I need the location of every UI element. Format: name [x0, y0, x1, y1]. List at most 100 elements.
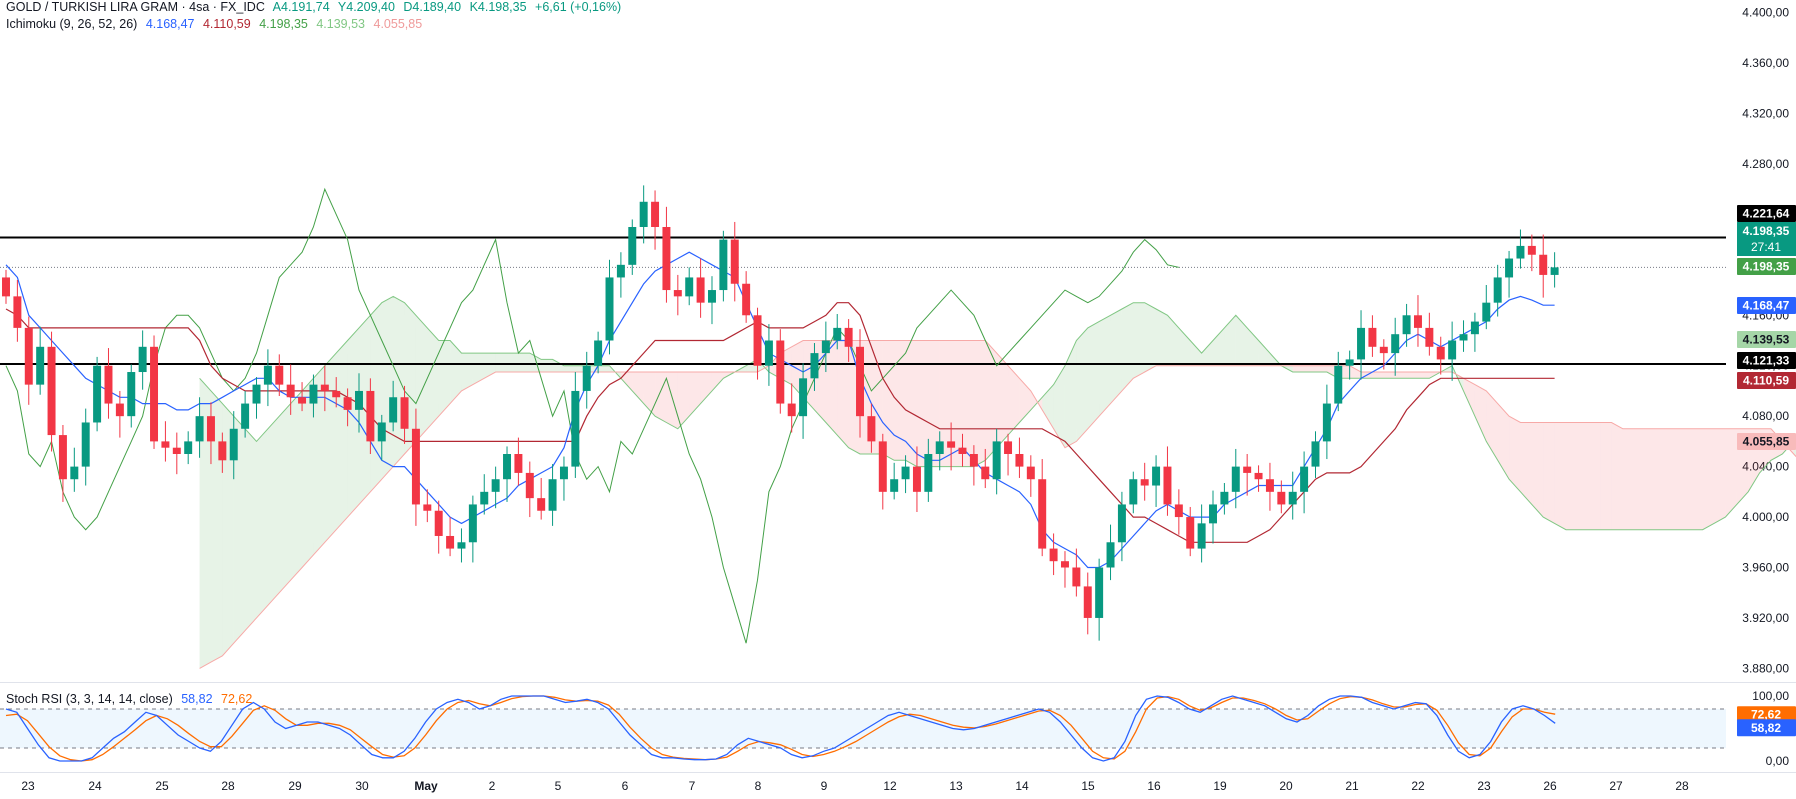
- time-axis-tick: 27: [1609, 779, 1623, 793]
- candle-body: [24, 327, 33, 385]
- ichimoku-cloud-segment: [563, 365, 576, 373]
- candle-body: [218, 441, 227, 461]
- ichimoku-cloud-segment: [415, 315, 428, 442]
- candle-body: [1197, 523, 1206, 549]
- ichimoku-cloud-segment: [1213, 327, 1225, 366]
- candle-body: [161, 441, 170, 448]
- candle-body: [1186, 517, 1195, 549]
- candle-body: [1300, 466, 1309, 492]
- ichimoku-cloud-segment: [427, 327, 439, 429]
- ichimoku-cloud-segment: [1509, 416, 1521, 492]
- candle-body: [856, 346, 864, 417]
- ichimoku-cloud-segment: [1167, 315, 1179, 366]
- candle-body: [719, 239, 728, 291]
- ichimoku-cloud-segment: [1577, 422, 1589, 530]
- ichimoku-cloud-segment: [882, 340, 895, 461]
- ichimoku-cloud-segment: [1235, 315, 1248, 366]
- time-axis-tick: May: [414, 779, 438, 793]
- ohlc-high: Y4.209,40: [337, 0, 395, 14]
- candle-body: [537, 498, 546, 511]
- ichimoku-cloud-segment: [324, 353, 337, 543]
- candle-body: [457, 542, 466, 549]
- candle-body: [662, 227, 671, 291]
- lead-a-price-label-bg: [1737, 331, 1796, 348]
- ichimoku-cloud-segment: [1190, 340, 1202, 366]
- ohlc-low: D4.189,40: [403, 0, 462, 14]
- ichimoku-cloud-segment: [1634, 428, 1646, 530]
- ichimoku-cloud-segment: [1087, 321, 1100, 429]
- candle-body: [309, 384, 318, 404]
- price-axis-tick: 4.400,00: [1742, 6, 1789, 20]
- candle-body: [298, 397, 307, 404]
- candle-body: [1174, 504, 1183, 518]
- ichimoku-cloud-segment: [1133, 302, 1145, 379]
- ichimoku-cloud-segment: [507, 353, 519, 373]
- ichimoku-lead-a-value: 4.139,53: [316, 17, 366, 31]
- candle-body: [1527, 245, 1536, 255]
- ichimoku-cloud-segment: [1417, 372, 1430, 379]
- ichimoku-lead-b-line: [199, 340, 1796, 669]
- ichimoku-cloud-segment: [825, 340, 838, 436]
- ichimoku-cloud-segment: [438, 340, 451, 417]
- ichimoku-cloud-segment: [1304, 365, 1316, 373]
- ichimoku-cloud-segment: [1474, 384, 1487, 442]
- candle-body: [651, 201, 660, 227]
- ichimoku-cloud-segment: [1657, 428, 1669, 530]
- candle-body: [1243, 466, 1252, 473]
- ichimoku-cloud-segment: [928, 340, 940, 467]
- support-price-label: 4.121,33: [1743, 354, 1790, 368]
- time-axis-tick: 24: [88, 779, 102, 793]
- last-price-label: 4.198,35: [1743, 224, 1790, 238]
- ichimoku-cloud-segment: [518, 353, 530, 373]
- candle-body: [1391, 334, 1400, 354]
- candle-body: [1254, 472, 1263, 480]
- ichimoku-cloud-segment: [1543, 422, 1555, 524]
- candle-body: [468, 504, 477, 543]
- ichimoku-base-value: 4.110,59: [202, 17, 251, 31]
- ichimoku-lead-b-value: 4.055,85: [373, 17, 423, 31]
- ichimoku-legend[interactable]: Ichimoku (9, 26, 52, 26) 4.168,47 4.110,…: [6, 17, 427, 31]
- rsi-axis-tick: 100,00: [1752, 689, 1789, 703]
- ichimoku-cloud-segment: [1292, 365, 1305, 373]
- ichimoku-cloud-segment: [1076, 327, 1088, 442]
- time-axis-tick: 28: [1675, 779, 1689, 793]
- ichimoku-cloud-segment: [598, 365, 610, 373]
- candle-body: [1095, 567, 1104, 618]
- candle-body: [628, 227, 637, 265]
- resistance-price-label-bg: [1737, 205, 1796, 222]
- candle-body: [1117, 504, 1126, 543]
- stoch-rsi-legend[interactable]: Stoch RSI (3, 3, 14, 14, close) 58,82 72…: [6, 692, 257, 706]
- candle-body: [138, 346, 147, 373]
- candle-body: [1152, 466, 1161, 486]
- time-axis-tick: 25: [155, 779, 169, 793]
- rsi-k-price-label: 58,82: [1751, 721, 1781, 735]
- support-price-label-bg: [1737, 352, 1796, 369]
- candle-body: [594, 340, 603, 366]
- candle-body: [1311, 441, 1320, 467]
- candle-body: [389, 397, 398, 423]
- candle-body: [93, 365, 102, 423]
- candle-body: [673, 290, 682, 297]
- candle-body: [275, 365, 284, 385]
- lagging-price-label: 4.198,35: [1743, 260, 1790, 274]
- candle-body: [935, 441, 944, 454]
- time-axis-tick: 21: [1345, 779, 1359, 793]
- candle-body: [810, 353, 819, 379]
- lagging-price-label-bg: [1737, 258, 1796, 275]
- ichimoku-cloud-segment: [552, 359, 564, 373]
- candle-body: [1060, 561, 1069, 568]
- candle-body: [320, 384, 329, 391]
- ichimoku-cloud-segment: [233, 416, 246, 644]
- ichimoku-lead-a-line: [199, 295, 1796, 531]
- candle-body: [890, 479, 899, 492]
- candle-body: [992, 441, 1001, 480]
- candle-body: [1220, 491, 1229, 505]
- ichimoku-cloud-segment: [620, 372, 633, 391]
- candle-body: [70, 466, 79, 480]
- candle-body: [81, 422, 90, 467]
- candle-body: [1072, 567, 1081, 587]
- candle-body: [525, 472, 534, 499]
- candle-body: [1209, 504, 1217, 524]
- candle-body: [867, 416, 876, 442]
